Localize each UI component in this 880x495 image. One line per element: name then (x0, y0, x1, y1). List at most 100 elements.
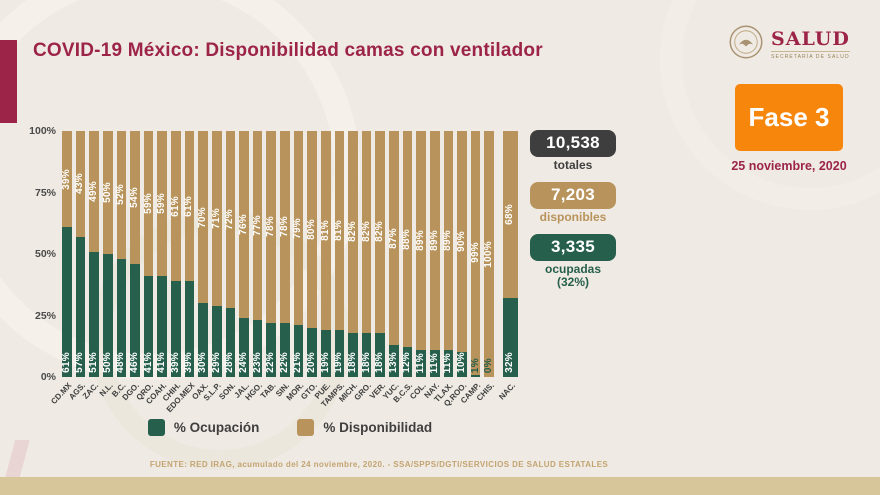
label-ocupacion: 12% (401, 352, 413, 373)
segment-disponibilidad (348, 131, 358, 333)
bar-jal-: 76% 24% JAL. (232, 131, 251, 400)
segment-disponibilidad (361, 131, 372, 333)
stat-box: 10,538 (530, 130, 616, 157)
bar-tamps-: 81% 19% TAMPS. (319, 131, 346, 409)
segment-ocupacion (307, 327, 317, 377)
segment-ocupacion (143, 276, 154, 377)
segment-ocupacion (429, 349, 440, 377)
segment-disponibilidad (116, 131, 127, 259)
label-ocupacion: 11% (415, 352, 427, 373)
label-disponibilidad: 79% (292, 217, 304, 239)
bar-n-l-: 50% 50% N.L. (97, 131, 114, 398)
segment-ocupacion (198, 303, 208, 377)
label-ocupacion: 50% (101, 352, 113, 373)
segment-disponibilidad (334, 131, 345, 331)
bar-gto-: 80% 20% GTO. (299, 131, 319, 401)
x-axis-label: NAC. (497, 381, 518, 402)
bar-hgo-: 77% 23% HGO. (244, 131, 264, 402)
segment-ocupacion (102, 254, 113, 377)
label-disponibilidad: 89% (415, 230, 427, 251)
segment-disponibilidad (320, 131, 331, 331)
stat-ocupadas: 3,335 ocupadas (32%) (530, 233, 616, 291)
bar-dgo-: 54% 46% DGO. (121, 131, 142, 402)
segment-disponibilidad (443, 131, 454, 350)
salud-logo: SALUD SECRETARÍA DE SALUD (728, 24, 853, 65)
segment-ocupacion (75, 236, 86, 377)
label-ocupacion: 23% (251, 352, 263, 373)
label-disponibilidad: 77% (251, 215, 263, 237)
segment-disponibilidad (225, 131, 236, 309)
bar-yuc-: 87% 13% YUC. (381, 131, 400, 401)
label-disponibilidad: 99% (469, 242, 481, 264)
plot-area: 39% 61% CD.MX 43% 57% AGS. 49% 51% ZAC. 50% 50% N.L… (49, 131, 518, 414)
segment-disponibilidad (184, 131, 195, 282)
bar-oax-: 70% 30% OAX. (190, 131, 210, 401)
label-disponibilidad: 54% (128, 186, 140, 208)
segment-disponibilidad (280, 131, 290, 323)
bar-mor-: 79% 21% MOR. (284, 131, 305, 402)
label-disponibilidad: 80% (306, 218, 318, 240)
segment-ocupacion (280, 322, 290, 377)
y-axis-tick: 50% (34, 248, 56, 260)
label-ocupacion: 29% (210, 352, 222, 373)
segment-ocupacion (375, 332, 385, 377)
segment-ocupacion (334, 330, 345, 377)
bar-son-: 72% 28% SON. (217, 131, 237, 401)
label-ocupacion: 18% (360, 352, 372, 373)
stat-disponibles: 7,203 disponibles (530, 181, 616, 225)
bar-mich-: 82% 18% MICH. (337, 131, 360, 404)
y-axis-tick: 25% (34, 309, 56, 322)
stat-label-line1: ocupadas (544, 261, 601, 276)
stat-label: ocupadas (32%) (530, 261, 616, 291)
label-disponibilidad: 90% (455, 231, 467, 253)
bar-col-: 89% 11% COL. (408, 131, 428, 401)
label-ocupacion: 11% (442, 352, 454, 373)
segment-disponibilidad (470, 131, 481, 375)
bar-qro-: 59% 41% QRO. (135, 131, 155, 402)
phase-badge: Fase 3 (735, 84, 843, 151)
bottom-strip (0, 477, 880, 495)
bar-chih-: 61% 39% CHIH. (161, 131, 182, 403)
label-ocupacion: 39% (183, 352, 195, 373)
legend-item-disponibilidad: % Disponibilidad (297, 419, 432, 436)
segment-disponibilidad (239, 131, 249, 318)
segment-disponibilidad (266, 131, 276, 323)
bar-zac-: 49% 51% ZAC. (81, 131, 101, 401)
label-disponibilidad: 82% (346, 221, 358, 243)
bar-ags-: 43% 57% AGS. (67, 131, 87, 401)
label-disponibilidad: 87% (387, 227, 399, 249)
label-disponibilidad: 59% (142, 193, 154, 215)
bar-coah-: 59% 41% COAH. (145, 131, 169, 406)
label-disponibilidad: 82% (374, 221, 386, 243)
segment-ocupacion (320, 330, 331, 377)
label-ocupacion: 18% (346, 352, 358, 373)
label-disponibilidad: 81% (333, 220, 345, 242)
segment-ocupacion (361, 332, 372, 377)
legend-swatch-ocupacion (147, 419, 165, 436)
page-title: COVID-19 México: Disponibilidad camas co… (33, 40, 543, 61)
label-ocupacion: 57% (74, 352, 86, 373)
segment-disponibilidad (75, 131, 86, 237)
label-disponibilidad: 61% (183, 195, 195, 217)
bar-q-roo-: 90% 10% Q.ROO. (442, 131, 469, 408)
label-ocupacion: 48% (115, 352, 127, 373)
stat-label: disponibles (539, 209, 607, 224)
y-axis-tick: 75% (34, 186, 56, 199)
label-disponibilidad: 76% (237, 214, 249, 235)
segment-disponibilidad (171, 131, 181, 282)
label-ocupacion: 18% (374, 352, 386, 373)
label-disponibilidad: 78% (278, 216, 290, 238)
bar-chis-: 100% 0% CHIS. (475, 131, 496, 403)
segment-ocupacion (62, 226, 72, 377)
label-disponibilidad: 70% (197, 206, 209, 228)
legend-label: % Ocupación (173, 420, 260, 435)
stat-box: 3,335 (530, 233, 616, 261)
bar-ver-: 82% 18% VER. (367, 131, 387, 401)
label-disponibilidad: 59% (156, 193, 168, 215)
label-ocupacion: 41% (156, 352, 168, 373)
label-ocupacion: 11% (428, 352, 440, 373)
label-ocupacion: 20% (306, 352, 318, 373)
bar-cd-mx: 39% 61% CD.MX (49, 131, 73, 406)
bar-gro-: 82% 18% GRO. (353, 131, 373, 402)
segment-ocupacion (116, 258, 127, 377)
